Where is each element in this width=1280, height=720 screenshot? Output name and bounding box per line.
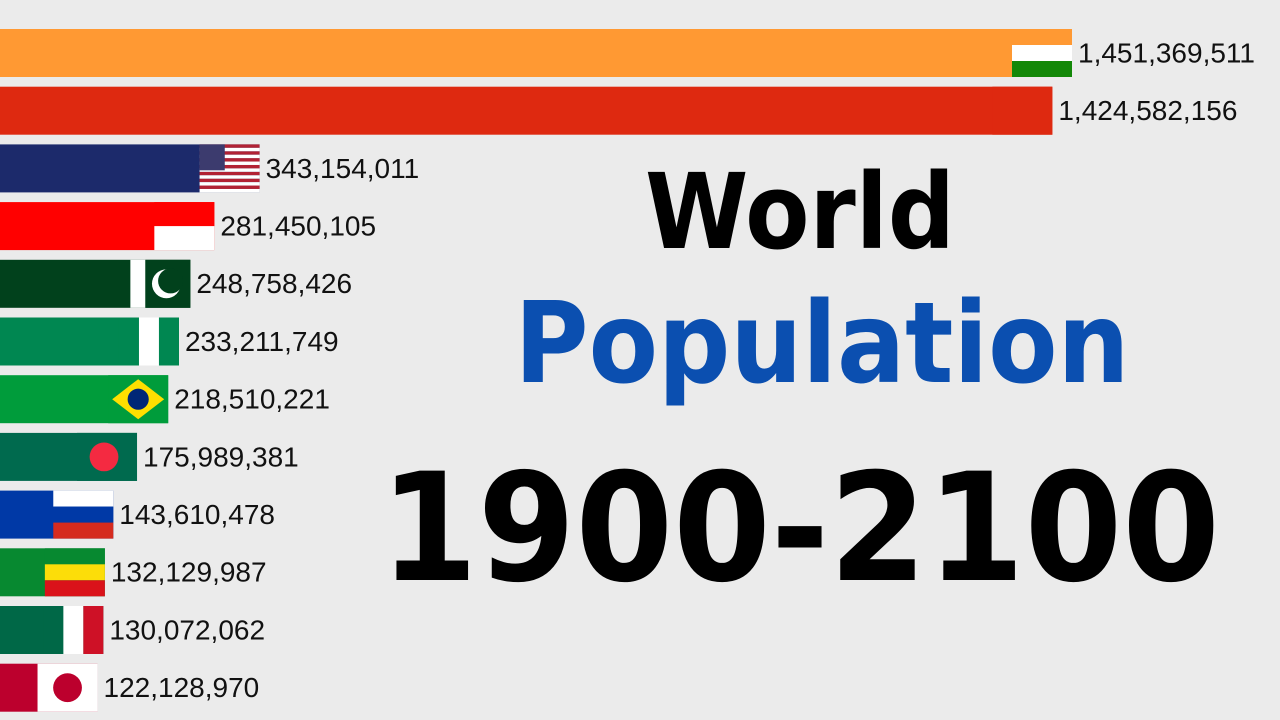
value-label: 1,451,369,511 [1078, 37, 1255, 68]
value-label: 343,154,011 [266, 153, 420, 184]
value-label: 132,129,987 [111, 557, 267, 588]
flag-icon [1012, 29, 1072, 77]
value-label: 248,758,426 [196, 268, 352, 299]
flag [199, 144, 260, 148]
flag [1012, 45, 1072, 61]
flag [44, 548, 105, 565]
flag-icon [154, 202, 215, 251]
flag [130, 259, 146, 308]
flag-icon [37, 663, 98, 712]
flag [199, 154, 260, 159]
title-line: 1900-2100 [380, 442, 1220, 616]
flag-icon [130, 259, 191, 308]
flag [1012, 29, 1072, 45]
flag-icon [44, 548, 105, 597]
flag [63, 606, 84, 654]
flag [138, 317, 159, 366]
flag [199, 168, 260, 172]
flag [1012, 61, 1072, 77]
flag [43, 606, 64, 654]
flag [53, 506, 114, 523]
value-label: 218,510,221 [174, 384, 330, 415]
flag [199, 158, 260, 162]
flag [118, 317, 139, 366]
value-label: 233,211,749 [185, 326, 339, 357]
flag [89, 442, 119, 472]
value-label: 130,072,062 [109, 614, 265, 645]
flag [127, 388, 149, 410]
flag [154, 226, 215, 251]
flag-icon [992, 86, 1053, 135]
flag [992, 86, 1053, 135]
title-line: World [645, 151, 955, 273]
value-label: 281,450,105 [220, 210, 376, 241]
flag-icon [199, 144, 260, 193]
flag [199, 175, 260, 179]
flag-icon [77, 432, 138, 481]
flag [199, 161, 260, 165]
flag [199, 147, 260, 152]
flag [199, 182, 260, 186]
flag [199, 151, 260, 155]
flag [199, 185, 260, 189]
flag-icon [43, 606, 104, 654]
flag-icon [108, 375, 169, 424]
flag-icon [118, 317, 179, 366]
flag [53, 673, 82, 703]
flag [154, 202, 215, 227]
flag [83, 606, 104, 654]
value-label: 175,989,381 [143, 441, 299, 472]
flag [53, 522, 114, 539]
value-label: 1,424,582,156 [1058, 95, 1237, 126]
bar [0, 29, 1072, 77]
flag [53, 490, 114, 507]
value-label: 122,128,970 [104, 672, 260, 703]
flag [44, 564, 105, 581]
flag [44, 580, 105, 597]
flag [199, 188, 260, 193]
flag [158, 317, 179, 366]
flag [158, 268, 184, 294]
title-line: Population [515, 279, 1130, 409]
flag [199, 178, 260, 183]
bar [0, 86, 1053, 135]
flag-icon [53, 490, 114, 539]
value-label: 143,610,478 [119, 499, 275, 530]
flag [199, 144, 225, 171]
flag [199, 164, 260, 169]
flag [199, 171, 260, 176]
